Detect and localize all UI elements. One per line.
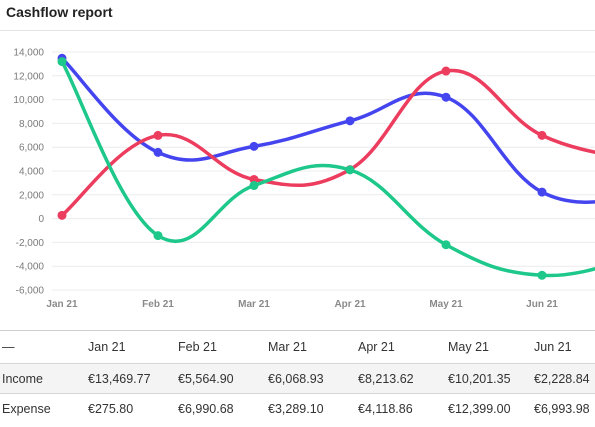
x-tick-label: Feb 21 [142, 299, 174, 310]
y-tick-label: -2,000 [16, 238, 45, 249]
y-tick-label: 10,000 [13, 95, 44, 106]
table-cell: €5,564.90 [178, 371, 234, 386]
data-point [441, 66, 451, 76]
series-group [57, 66, 595, 220]
table-header-row: — Jan 21 Feb 21 Mar 21 Apr 21 May 21 Jun… [0, 330, 595, 364]
grid-lines [52, 51, 595, 291]
row-label: Expense [2, 401, 51, 416]
y-tick-label: 8,000 [19, 119, 44, 130]
data-point [441, 92, 451, 102]
table-corner-cell: — [2, 340, 15, 354]
x-tick-label: Jun 21 [526, 299, 558, 310]
table-row-income: Income €13,469.77 €5,564.90 €6,068.93 €8… [0, 363, 595, 394]
cashflow-table: — Jan 21 Feb 21 Mar 21 Apr 21 May 21 Jun… [0, 330, 595, 424]
y-tick-label: -6,000 [16, 286, 45, 297]
column-header: Jun 21 [534, 340, 572, 354]
y-tick-label: 2,000 [19, 190, 44, 201]
data-point [249, 181, 259, 191]
x-axis-ticks: Jan 21 Feb 21 Mar 21 Apr 21 May 21 Jun 21 [46, 299, 558, 310]
data-point [153, 130, 163, 140]
data-point [249, 141, 259, 151]
table-cell: €8,213.62 [358, 371, 414, 386]
data-point [441, 240, 451, 250]
table-cell: €4,118.86 [358, 401, 413, 416]
data-point [537, 187, 547, 197]
column-header: Apr 21 [358, 340, 395, 354]
series-lines [57, 53, 595, 280]
y-tick-label: 12,000 [13, 71, 44, 82]
data-point [537, 130, 547, 140]
cashflow-table-wrapper: — Jan 21 Feb 21 Mar 21 Apr 21 May 21 Jun… [0, 330, 595, 427]
data-point [153, 231, 163, 241]
data-point [537, 270, 547, 280]
table-cell: €2,228.84 [534, 371, 590, 386]
table-cell: €10,201.35 [448, 371, 511, 386]
column-header: May 21 [448, 340, 489, 354]
y-tick-label: 14,000 [13, 48, 44, 59]
page-title: Cashflow report [6, 4, 113, 20]
y-tick-label: 4,000 [19, 167, 44, 178]
table-row-expense: Expense €275.80 €6,990.68 €3,289.10 €4,1… [0, 393, 595, 424]
data-point [153, 147, 163, 157]
table-cell: €13,469.77 [88, 371, 151, 386]
x-tick-label: Apr 21 [334, 299, 366, 310]
data-point [57, 57, 67, 67]
table-cell: €6,990.68 [178, 401, 234, 416]
y-tick-label: 0 [38, 214, 44, 225]
table-cell: €6,068.93 [268, 371, 324, 386]
series-group [57, 57, 595, 280]
x-tick-label: May 21 [429, 299, 463, 310]
y-axis-ticks: 14,000 12,000 10,000 8,000 6,000 4,000 2,000 0 -… [13, 48, 44, 297]
row-label: Income [2, 371, 43, 386]
table-cell: €12,399.00 [448, 401, 511, 416]
data-point [345, 165, 355, 175]
x-tick-label: Mar 21 [238, 299, 270, 310]
y-tick-label: 6,000 [19, 143, 44, 154]
table-cell: €6,993.98 [534, 401, 590, 416]
column-header: Mar 21 [268, 340, 307, 354]
table-cell: €3,289.10 [268, 401, 324, 416]
table-cell: €275.80 [88, 401, 134, 416]
data-point [57, 210, 67, 220]
data-point [345, 116, 355, 126]
report-header: Cashflow report [0, 0, 595, 31]
column-header: Feb 21 [178, 340, 217, 354]
column-header: Jan 21 [88, 340, 126, 354]
x-tick-label: Jan 21 [46, 299, 78, 310]
cashflow-line-chart: 14,000 12,000 10,000 8,000 6,000 4,000 2,000 0 -… [13, 48, 595, 310]
series-line [60, 68, 595, 218]
y-tick-label: -4,000 [16, 262, 45, 273]
